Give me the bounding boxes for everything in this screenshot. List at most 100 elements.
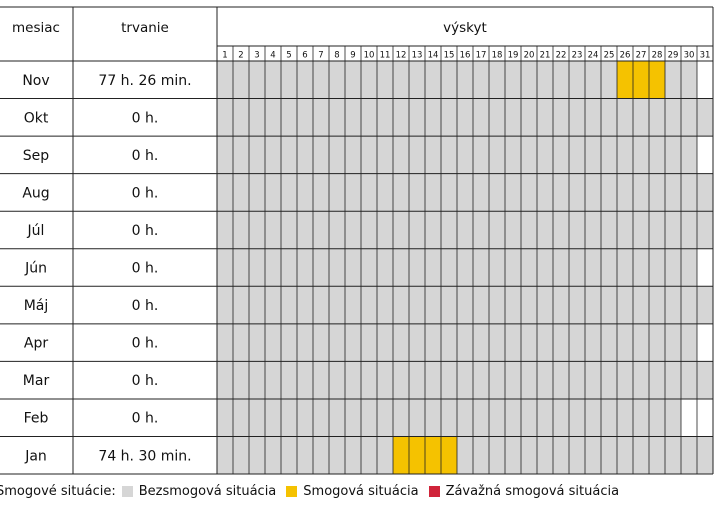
- day-cell-6-7: [313, 286, 329, 324]
- day-label-1: 1: [222, 51, 227, 61]
- day-cell-7-15: [441, 323, 457, 362]
- day-cell-10-28: [649, 436, 665, 475]
- row-month-3: Aug: [22, 185, 49, 201]
- day-cell-3-16: [457, 173, 473, 212]
- day-cell-9-24: [585, 398, 601, 437]
- day-cell-7-14: [425, 323, 441, 362]
- day-cell-3-20: [521, 173, 537, 212]
- day-cell-4-11: [377, 211, 393, 249]
- day-cell-7-29: [665, 323, 681, 362]
- day-cell-4-1: [217, 211, 233, 249]
- day-cell-3-6: [297, 173, 313, 212]
- day-label-30: 30: [684, 51, 695, 61]
- day-cell-1-26: [617, 98, 633, 137]
- day-cell-4-20: [521, 211, 537, 249]
- day-cell-10-25: [601, 436, 617, 475]
- day-cell-4-14: [425, 211, 441, 249]
- day-cell-4-4: [265, 211, 281, 249]
- day-cell-8-16: [457, 361, 473, 399]
- day-cell-2-11: [377, 136, 393, 174]
- day-label-20: 20: [524, 51, 535, 61]
- day-cell-0-16: [457, 61, 473, 99]
- day-cell-7-7: [313, 323, 329, 362]
- day-cell-0-9: [345, 61, 361, 99]
- day-cell-5-3: [249, 248, 265, 287]
- day-cell-10-30: [681, 436, 697, 475]
- day-cell-4-10: [361, 211, 377, 249]
- day-cell-9-25: [601, 398, 617, 437]
- row-duration-9: 0 h.: [132, 411, 159, 427]
- legend-label: Smogové situácie:: [0, 483, 116, 499]
- day-cell-2-18: [489, 136, 505, 174]
- day-cell-10-6: [297, 436, 313, 475]
- day-cell-10-20: [521, 436, 537, 475]
- day-cell-10-22: [553, 436, 569, 475]
- day-cell-7-20: [521, 323, 537, 362]
- day-cell-8-24: [585, 361, 601, 399]
- day-label-4: 4: [270, 51, 275, 61]
- day-label-28: 28: [652, 51, 663, 61]
- day-cell-9-15: [441, 398, 457, 437]
- day-cell-3-4: [265, 173, 281, 212]
- day-cell-5-21: [537, 248, 553, 287]
- day-label-31: 31: [700, 51, 711, 61]
- day-cell-3-23: [569, 173, 585, 212]
- day-cell-2-27: [633, 136, 649, 174]
- legend-swatch-none: [121, 485, 133, 497]
- day-cell-3-1: [217, 173, 233, 212]
- day-cell-8-22: [553, 361, 569, 399]
- day-cell-6-10: [361, 286, 377, 324]
- day-cell-10-8: [329, 436, 345, 475]
- day-cell-7-17: [473, 323, 489, 362]
- day-cell-1-15: [441, 98, 457, 137]
- day-label-22: 22: [556, 51, 567, 61]
- day-cell-9-7: [313, 398, 329, 437]
- day-cell-3-9: [345, 173, 361, 212]
- day-cell-2-17: [473, 136, 489, 174]
- legend-item-smog: Smogová situácia: [286, 484, 419, 499]
- day-cell-4-22: [553, 211, 569, 249]
- day-cell-0-29: [665, 61, 681, 99]
- day-label-11: 11: [380, 51, 391, 61]
- day-cell-9-27: [633, 398, 649, 437]
- day-cell-0-20: [521, 61, 537, 99]
- day-label-3: 3: [254, 51, 259, 61]
- day-cell-4-13: [409, 211, 425, 249]
- day-cell-9-10: [361, 398, 377, 437]
- row-month-0: Nov: [22, 73, 49, 89]
- day-cell-10-14: [425, 436, 441, 475]
- day-label-7: 7: [318, 51, 323, 61]
- day-cell-0-6: [297, 61, 313, 99]
- day-cell-9-20: [521, 398, 537, 437]
- row-month-5: Jún: [24, 261, 47, 277]
- day-cell-5-6: [297, 248, 313, 287]
- day-cell-0-4: [265, 61, 281, 99]
- day-cell-8-5: [281, 361, 297, 399]
- day-cell-6-15: [441, 286, 457, 324]
- day-cell-7-26: [617, 323, 633, 362]
- day-label-15: 15: [444, 51, 455, 61]
- day-cell-1-29: [665, 98, 681, 137]
- day-cell-1-7: [313, 98, 329, 137]
- day-cell-6-30: [681, 286, 697, 324]
- day-cell-5-10: [361, 248, 377, 287]
- day-cell-4-15: [441, 211, 457, 249]
- day-cell-9-4: [265, 398, 281, 437]
- day-cell-3-26: [617, 173, 633, 212]
- day-cell-2-30: [681, 136, 697, 174]
- day-cell-4-21: [537, 211, 553, 249]
- day-cell-9-2: [233, 398, 249, 437]
- day-cell-5-14: [425, 248, 441, 287]
- day-cell-5-30: [681, 248, 697, 287]
- day-cell-1-2: [233, 98, 249, 137]
- day-cell-10-11: [377, 436, 393, 475]
- day-cell-10-27: [633, 436, 649, 475]
- day-cell-0-17: [473, 61, 489, 99]
- day-cell-3-14: [425, 173, 441, 212]
- day-cell-9-11: [377, 398, 393, 437]
- day-cell-1-12: [393, 98, 409, 137]
- day-cell-10-29: [665, 436, 681, 475]
- day-cell-7-30: [681, 323, 697, 362]
- day-cell-8-30: [681, 361, 697, 399]
- day-cell-3-5: [281, 173, 297, 212]
